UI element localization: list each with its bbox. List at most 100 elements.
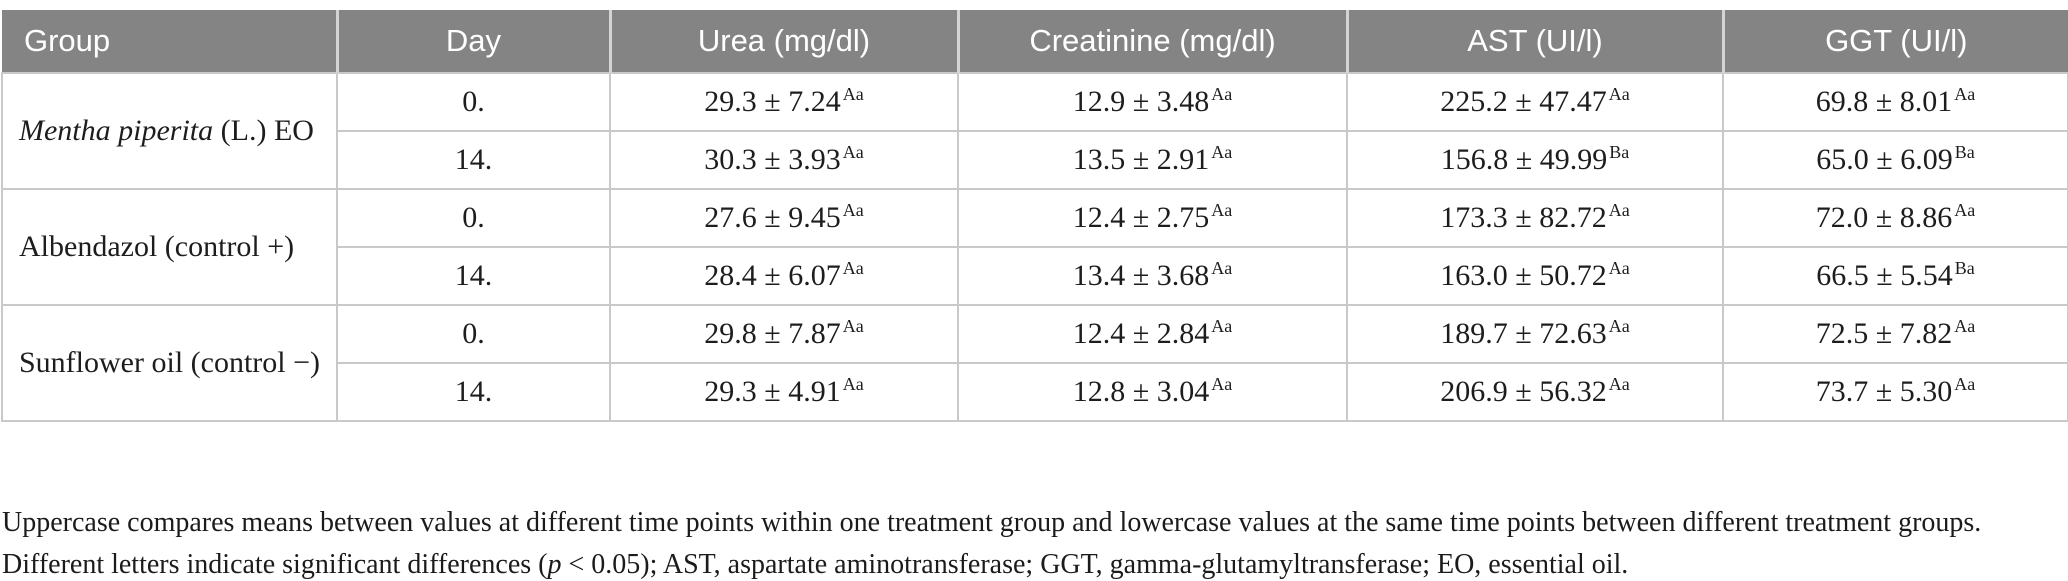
- ggt-cell: 65.0 ± 6.09 Ba: [1722, 130, 2068, 190]
- ast-value: 206.9 ± 56.32: [1440, 375, 1607, 408]
- urea-value: 29.8 ± 7.87: [704, 317, 841, 350]
- urea-cell: 27.6 ± 9.45 Aa: [609, 188, 959, 248]
- significance-superscript: Aa: [1608, 374, 1630, 394]
- urea-cell: 30.3 ± 3.93 Aa: [609, 130, 959, 190]
- significance-superscript: Aa: [1608, 258, 1630, 278]
- significance-superscript: Aa: [842, 84, 864, 104]
- urea-value: 30.3 ± 3.93: [704, 143, 841, 176]
- creatinine-cell: 13.5 ± 2.91 Aa: [957, 130, 1348, 190]
- significance-superscript: Ba: [1609, 142, 1630, 162]
- table-row: Sunflower oil (control −) 0. 29.8 ± 7.87…: [1, 304, 2068, 422]
- significance-superscript: Aa: [1211, 258, 1233, 278]
- creatinine-value: 12.8 ± 3.04: [1072, 375, 1210, 408]
- table-footnote: Uppercase compares means between values …: [2, 502, 2066, 581]
- ast-cell: 173.3 ± 82.72 Aa: [1346, 188, 1724, 248]
- ggt-value: 72.0 ± 8.86: [1815, 201, 1953, 234]
- footnote-text: < 0.05); AST, aspartate aminotransferase…: [561, 549, 1629, 580]
- day-cell: 0.: [336, 304, 611, 364]
- significance-superscript: Aa: [842, 142, 864, 162]
- significance-superscript: Aa: [842, 374, 864, 394]
- significance-superscript: Ba: [1954, 258, 1975, 278]
- day-cell: 14.: [336, 130, 611, 190]
- ast-value: 173.3 ± 82.72: [1440, 201, 1607, 234]
- header-urea: Urea (mg/dl): [608, 10, 958, 73]
- header-row: Group Day Urea (mg/dl) Creatinine (mg/dl…: [2, 10, 2068, 73]
- significance-superscript: Aa: [1211, 374, 1233, 394]
- day-cell: 14.: [336, 246, 611, 306]
- table-row: 14. 29.3 ± 4.91 Aa 12.8 ± 3.04 Aa 206.9 ± …: [2, 362, 2068, 422]
- footnote-p-italic: p: [547, 549, 562, 580]
- ast-value: 163.0 ± 50.72: [1440, 259, 1607, 292]
- ast-value: 189.7 ± 72.63: [1440, 317, 1607, 350]
- creatinine-value: 12.9 ± 3.48: [1072, 85, 1210, 118]
- header-group: Group: [2, 10, 337, 73]
- creatinine-cell: 13.4 ± 3.68 Aa: [957, 246, 1348, 306]
- urea-cell: 29.8 ± 7.87 Aa: [609, 304, 959, 364]
- ggt-value: 66.5 ± 5.54: [1816, 259, 1953, 292]
- footnote-text: Uppercase compares means between values …: [2, 507, 1982, 580]
- urea-value: 27.6 ± 9.45: [704, 201, 841, 234]
- ggt-cell: 66.5 ± 5.54 Ba: [1722, 246, 2068, 306]
- creatinine-cell: 12.8 ± 3.04 Aa: [957, 362, 1348, 422]
- ast-cell: 156.8 ± 49.99 Ba: [1346, 130, 1724, 190]
- group-name-cell: Albendazol (control +): [1, 188, 338, 306]
- table-row: Mentha piperita (L.) EO 0. 29.3 ± 7.24 Aa…: [1, 72, 2068, 190]
- ggt-cell: 73.7 ± 5.30 Aa: [1722, 362, 2068, 422]
- urea-cell: 29.3 ± 7.24 Aa: [609, 72, 959, 132]
- ast-cell: 206.9 ± 56.32 Aa: [1346, 362, 1724, 422]
- urea-value: 28.4 ± 6.07: [704, 259, 841, 292]
- table-header: Group Day Urea (mg/dl) Creatinine (mg/dl…: [2, 10, 2068, 73]
- significance-superscript: Aa: [1211, 200, 1233, 220]
- significance-superscript: Aa: [1211, 142, 1233, 162]
- significance-superscript: Aa: [1211, 316, 1233, 336]
- significance-superscript: Aa: [842, 258, 864, 278]
- ast-value: 225.2 ± 47.47: [1440, 85, 1607, 118]
- group-name-rest: Sunflower oil (control −): [19, 346, 321, 379]
- significance-superscript: Aa: [842, 200, 864, 220]
- header-creatinine: Creatinine (mg/dl): [956, 10, 1347, 73]
- urea-cell: 29.3 ± 4.91 Aa: [609, 362, 959, 422]
- significance-superscript: Aa: [1608, 200, 1630, 220]
- ast-value: 156.8 ± 49.99: [1440, 143, 1608, 176]
- significance-superscript: Ba: [1954, 142, 1975, 162]
- header-day: Day: [335, 10, 610, 73]
- ggt-cell: 72.5 ± 7.82 Aa: [1722, 304, 2068, 364]
- significance-superscript: Aa: [842, 316, 864, 336]
- group-name-rest: (L.) EO: [213, 114, 314, 147]
- ggt-cell: 69.8 ± 8.01 Aa: [1722, 72, 2068, 132]
- ggt-value: 69.8 ± 8.01: [1815, 85, 1953, 118]
- header-ast: AST (UI/l): [1345, 10, 1723, 73]
- urea-cell: 28.4 ± 6.07 Aa: [609, 246, 959, 306]
- group-name-rest: Albendazol (control +): [19, 230, 295, 263]
- creatinine-value: 12.4 ± 2.84: [1072, 317, 1210, 350]
- table-row: 14. 30.3 ± 3.93 Aa 13.5 ± 2.91 Aa 156.8 ± …: [2, 130, 2068, 190]
- significance-superscript: Aa: [1608, 84, 1630, 104]
- table-row: Albendazol (control +) 0. 27.6 ± 9.45 Aa …: [1, 188, 2068, 306]
- biochemistry-table: Group Day Urea (mg/dl) Creatinine (mg/dl…: [1, 10, 2068, 422]
- group-name-cell: Mentha piperita (L.) EO: [1, 72, 338, 190]
- group-name-italic: Mentha piperita: [19, 114, 214, 147]
- group-name-cell: Sunflower oil (control −): [1, 304, 338, 422]
- ggt-cell: 72.0 ± 8.86 Aa: [1722, 188, 2068, 248]
- significance-superscript: Aa: [1211, 84, 1233, 104]
- ggt-value: 65.0 ± 6.09: [1816, 143, 1953, 176]
- significance-superscript: Aa: [1954, 200, 1976, 220]
- significance-superscript: Aa: [1954, 84, 1976, 104]
- creatinine-value: 13.5 ± 2.91: [1072, 143, 1210, 176]
- day-cell: 0.: [336, 188, 611, 248]
- urea-value: 29.3 ± 7.24: [704, 85, 841, 118]
- day-cell: 0.: [336, 72, 611, 132]
- creatinine-cell: 12.9 ± 3.48 Aa: [957, 72, 1348, 132]
- creatinine-cell: 12.4 ± 2.75 Aa: [957, 188, 1348, 248]
- significance-superscript: Aa: [1608, 316, 1630, 336]
- creatinine-cell: 12.4 ± 2.84 Aa: [957, 304, 1348, 364]
- day-cell: 14.: [336, 362, 611, 422]
- table-row: 14. 28.4 ± 6.07 Aa 13.4 ± 3.68 Aa 163.0 ± …: [2, 246, 2068, 306]
- header-ggt: GGT (UI/l): [1721, 10, 2068, 73]
- significance-superscript: Aa: [1954, 316, 1976, 336]
- ggt-value: 72.5 ± 7.82: [1815, 317, 1953, 350]
- creatinine-value: 12.4 ± 2.75: [1072, 201, 1210, 234]
- ast-cell: 163.0 ± 50.72 Aa: [1346, 246, 1724, 306]
- urea-value: 29.3 ± 4.91: [704, 375, 841, 408]
- table-body: Mentha piperita (L.) EO 0. 29.3 ± 7.24 Aa…: [1, 72, 2068, 422]
